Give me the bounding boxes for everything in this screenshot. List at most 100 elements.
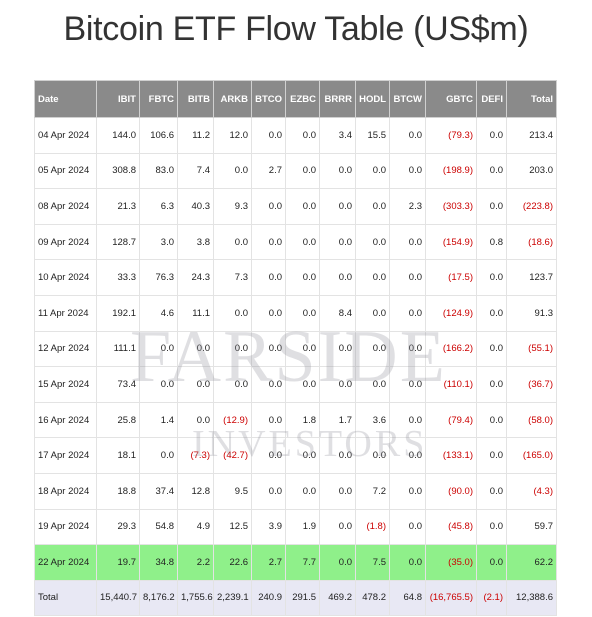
flow-value-cell: 0.0 [319, 330, 356, 368]
flow-value-cell: 203.0 [506, 152, 557, 190]
flow-value-cell: 0.0 [355, 366, 390, 403]
flow-value-cell: 0.0 [285, 223, 320, 261]
column-header-fbtc: FBTC [139, 80, 178, 118]
flow-value-cell: 192.1 [96, 294, 140, 332]
flow-value-cell: 0.0 [319, 366, 356, 403]
flow-value-cell: 21.3 [96, 188, 140, 225]
flow-value-cell: 0.0 [285, 472, 320, 510]
flow-value-cell: 64.8 [389, 579, 426, 616]
flow-value-cell: 0.0 [389, 366, 426, 403]
flow-value-cell: 3.9 [251, 508, 286, 546]
flow-value-cell: 7.2 [355, 472, 390, 510]
flow-value-cell: 0.0 [319, 544, 356, 581]
flow-value-cell: 0.0 [251, 294, 286, 332]
flow-value-cell: 6.3 [139, 188, 178, 225]
flow-value-cell: 0.0 [251, 188, 286, 225]
flow-value-cell: 3.4 [319, 117, 356, 154]
flow-value-cell: 7.4 [177, 152, 214, 190]
flow-value-cell: 2,239.1 [213, 579, 252, 616]
flow-value-cell: 2.7 [251, 152, 286, 190]
flow-value-cell: 0.0 [389, 508, 426, 546]
flow-value-cell: 7.3 [213, 259, 252, 296]
flow-value-cell: (4.3) [506, 472, 557, 510]
row-date-cell: 11 Apr 2024 [34, 294, 97, 332]
column-header-gbtc: GBTC [425, 80, 477, 118]
flow-value-cell: 0.0 [319, 259, 356, 296]
flow-value-cell: (133.1) [425, 437, 477, 474]
flow-value-cell: 33.3 [96, 259, 140, 296]
flow-value-cell: 4.6 [139, 294, 178, 332]
table-row: 09 Apr 2024 128.7 3.0 3.8 0.0 0.0 0.0 0.0 0.0 0.0… [34, 223, 557, 261]
flow-value-cell: 0.0 [389, 259, 426, 296]
flow-value-cell: 0.0 [476, 259, 507, 296]
row-date-cell: 18 Apr 2024 [34, 472, 97, 510]
table-row: 17 Apr 2024 18.1 0.0 (7.3) (42.7) 0.0 0.0 0.0 0.… [34, 437, 557, 474]
flow-value-cell: (90.0) [425, 472, 477, 510]
flow-value-cell: 0.0 [355, 294, 390, 332]
flow-value-cell: 2.7 [251, 544, 286, 581]
table-row: 22 Apr 2024 19.7 34.8 2.2 22.6 2.7 7.7 0.0 7.5 0.… [34, 544, 557, 581]
flow-value-cell: 24.3 [177, 259, 214, 296]
flow-value-cell: 1.7 [319, 401, 356, 439]
table-header-row: Date IBIT FBTC BITB ARKB BTCO EZBC BRRR HODL BTCW… [34, 80, 557, 118]
flow-value-cell: (166.2) [425, 330, 477, 368]
column-header-date: Date [34, 80, 97, 118]
flow-value-cell: 0.0 [213, 223, 252, 261]
flow-value-cell: 59.7 [506, 508, 557, 546]
page-title: Bitcoin ETF Flow Table (US$m) [63, 10, 529, 48]
flow-value-cell: 111.1 [96, 330, 140, 368]
flow-value-cell: 0.0 [389, 544, 426, 581]
flow-value-cell: (45.8) [425, 508, 477, 546]
column-header-brrr: BRRR [319, 80, 356, 118]
flow-value-cell: 12,388.6 [506, 579, 557, 616]
flow-value-cell: 8.4 [319, 294, 356, 332]
flow-value-cell: (110.1) [425, 366, 477, 403]
table-row: 04 Apr 2024 144.0 106.6 11.2 12.0 0.0 0.0 3.4 15… [34, 117, 557, 154]
flow-value-cell: 0.0 [476, 117, 507, 154]
flow-value-cell: 2.3 [389, 188, 426, 225]
flow-value-cell: 1,755.6 [177, 579, 214, 616]
table-row: 08 Apr 2024 21.3 6.3 40.3 9.3 0.0 0.0 0.0 0.0 2.3… [34, 188, 557, 225]
flow-value-cell: 0.0 [476, 508, 507, 546]
flow-value-cell: 12.0 [213, 117, 252, 154]
flow-value-cell: 18.1 [96, 437, 140, 474]
table-row: 19 Apr 2024 29.3 54.8 4.9 12.5 3.9 1.9 0.0 (1.8)… [34, 508, 557, 546]
row-date-cell: 10 Apr 2024 [34, 259, 97, 296]
flow-value-cell: 37.4 [139, 472, 178, 510]
flow-value-cell: 12.8 [177, 472, 214, 510]
flow-value-cell: 0.0 [319, 472, 356, 510]
flow-value-cell: 0.0 [476, 401, 507, 439]
flow-value-cell: 22.6 [213, 544, 252, 581]
flow-value-cell: 469.2 [319, 579, 356, 616]
flow-value-cell: 128.7 [96, 223, 140, 261]
column-header-total: Total [506, 80, 557, 118]
flow-value-cell: 0.0 [389, 401, 426, 439]
etf-flow-table: Date IBIT FBTC BITB ARKB BTCO EZBC BRRR HODL BTCW… [34, 80, 557, 616]
flow-value-cell: 0.0 [476, 152, 507, 190]
flow-value-cell: 0.0 [285, 188, 320, 225]
flow-value-cell: 73.4 [96, 366, 140, 403]
flow-value-cell: 0.0 [389, 223, 426, 261]
flow-value-cell: 106.6 [139, 117, 178, 154]
column-header-btco: BTCO [251, 80, 286, 118]
row-date-cell: 15 Apr 2024 [34, 366, 97, 403]
row-date-cell: 17 Apr 2024 [34, 437, 97, 474]
flow-value-cell: 0.0 [355, 259, 390, 296]
flow-value-cell: (303.3) [425, 188, 477, 225]
flow-value-cell: 0.0 [389, 294, 426, 332]
flow-value-cell: (223.8) [506, 188, 557, 225]
row-date-cell: 08 Apr 2024 [34, 188, 97, 225]
flow-value-cell: 91.3 [506, 294, 557, 332]
flow-value-cell: 0.0 [476, 544, 507, 581]
flow-value-cell: 0.0 [389, 117, 426, 154]
table-row: 15 Apr 2024 73.4 0.0 0.0 0.0 0.0 0.0 0.0 0.0 0.0(… [34, 366, 557, 403]
flow-value-cell: 0.0 [139, 330, 178, 368]
flow-value-cell: (42.7) [213, 437, 252, 474]
flow-value-cell: 9.3 [213, 188, 252, 225]
flow-value-cell: 0.0 [389, 472, 426, 510]
table-row: 16 Apr 2024 25.8 1.4 0.0 (12.9) 0.0 1.8 1.7 3.6 0… [34, 401, 557, 439]
flow-value-cell: 11.1 [177, 294, 214, 332]
row-date-cell: Total [34, 579, 97, 616]
flow-value-cell: (198.9) [425, 152, 477, 190]
row-date-cell: 09 Apr 2024 [34, 223, 97, 261]
